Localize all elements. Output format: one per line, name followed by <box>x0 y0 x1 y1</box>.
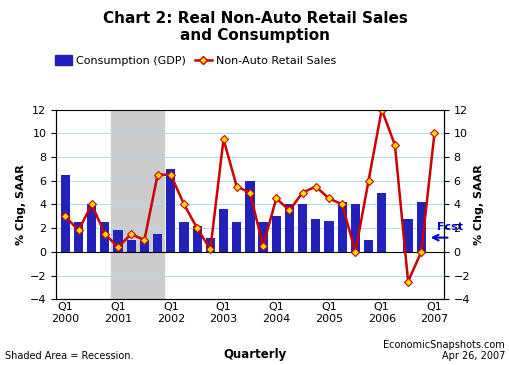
Bar <box>153 234 162 252</box>
Bar <box>310 219 320 252</box>
Bar <box>245 181 254 252</box>
Bar <box>111 110 164 299</box>
Bar <box>297 204 306 252</box>
Y-axis label: % Chg, SAAR: % Chg, SAAR <box>473 164 483 245</box>
Text: EconomicSnapshots.com
Apr 26, 2007: EconomicSnapshots.com Apr 26, 2007 <box>382 340 504 361</box>
Bar <box>179 222 188 252</box>
Legend: Consumption (GDP), Non-Auto Retail Sales: Consumption (GDP), Non-Auto Retail Sales <box>54 54 336 67</box>
Bar <box>74 222 83 252</box>
Y-axis label: % Chg, SAAR: % Chg, SAAR <box>16 164 25 245</box>
Bar <box>192 226 202 252</box>
Bar <box>363 240 373 252</box>
Bar <box>258 222 267 252</box>
Bar <box>285 204 294 252</box>
Bar <box>337 202 346 252</box>
Bar <box>350 204 359 252</box>
Bar <box>271 216 280 252</box>
Bar <box>61 175 70 252</box>
Bar <box>139 240 149 252</box>
Bar <box>416 202 425 252</box>
Bar <box>376 193 386 252</box>
Bar <box>113 231 123 252</box>
Text: Fcst: Fcst <box>436 223 462 233</box>
Text: Quarterly: Quarterly <box>223 348 286 361</box>
Bar <box>205 238 214 252</box>
Bar <box>100 222 109 252</box>
Bar <box>403 219 412 252</box>
Bar <box>166 169 175 252</box>
Bar <box>126 240 135 252</box>
Bar <box>232 222 241 252</box>
Bar <box>87 204 96 252</box>
Text: Shaded Area = Recession.: Shaded Area = Recession. <box>5 351 133 361</box>
Bar <box>218 209 228 252</box>
Bar <box>324 221 333 252</box>
Text: Chart 2: Real Non-Auto Retail Sales
and Consumption: Chart 2: Real Non-Auto Retail Sales and … <box>102 11 407 43</box>
